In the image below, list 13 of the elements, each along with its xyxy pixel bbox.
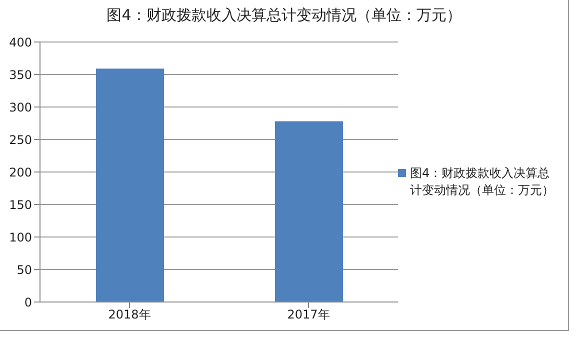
y-tick-label: 0 bbox=[24, 295, 32, 310]
legend-label: 图4：财政拨款收入决算总计变动情况（单位：万元） bbox=[410, 165, 555, 199]
y-tick-label: 100 bbox=[9, 230, 32, 244]
y-tick-label: 200 bbox=[9, 165, 32, 180]
y-tick-label: 400 bbox=[9, 35, 32, 50]
x-tick-label: 2018年 bbox=[108, 308, 151, 322]
y-tick-label: 150 bbox=[9, 198, 32, 212]
y-tick-label: 250 bbox=[9, 132, 32, 147]
y-tick-label: 50 bbox=[16, 262, 32, 277]
y-tick-label: 300 bbox=[9, 100, 32, 114]
chart-title: 图4：财政拨款收入决算总计变动情况（单位：万元） bbox=[106, 5, 462, 26]
y-tick-label: 350 bbox=[9, 68, 32, 82]
x-tick-label: 2017年 bbox=[287, 308, 330, 322]
